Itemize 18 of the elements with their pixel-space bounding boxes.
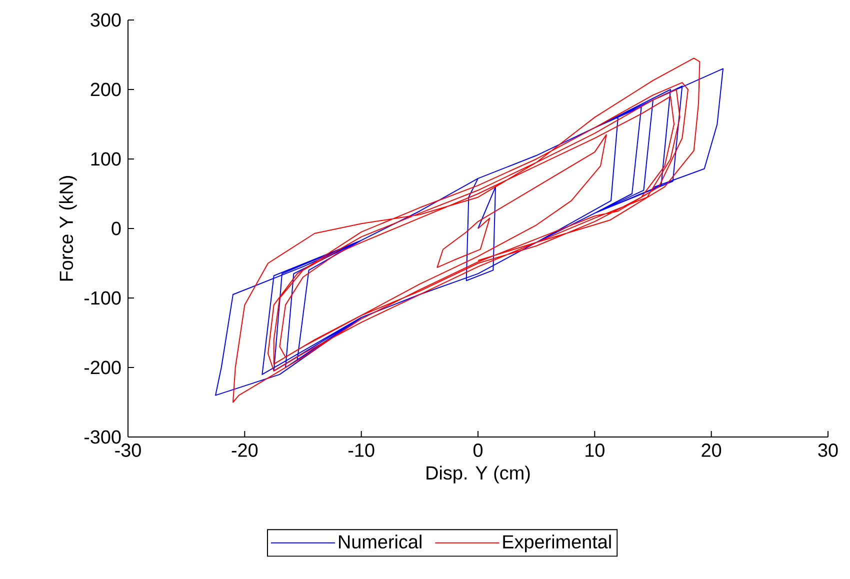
y-tick-label: -100: [84, 291, 121, 305]
y-tick-label: 100: [91, 152, 121, 166]
y-tick-label: 300: [90, 13, 121, 27]
x-tick-label: -10: [348, 444, 374, 457]
x-tick-label: 0: [473, 444, 483, 457]
y-axis-title: Force Y (kN): [59, 176, 77, 281]
x-tick-label: 30: [818, 444, 838, 457]
x-axis-title: Disp. Y (cm): [426, 466, 530, 484]
legend-label: Experimental: [503, 534, 611, 552]
y-tick-label: 0: [112, 222, 121, 236]
x-tick-label: -20: [232, 444, 258, 457]
legend-label: Numerical: [339, 534, 422, 549]
x-tick-label: 20: [702, 444, 722, 457]
y-tick-label: -200: [84, 360, 121, 374]
x-tick-label: 10: [586, 444, 604, 457]
y-tick-label: -300: [84, 430, 121, 444]
x-tick-label: -30: [115, 444, 141, 457]
y-tick-label: 200: [90, 82, 121, 96]
